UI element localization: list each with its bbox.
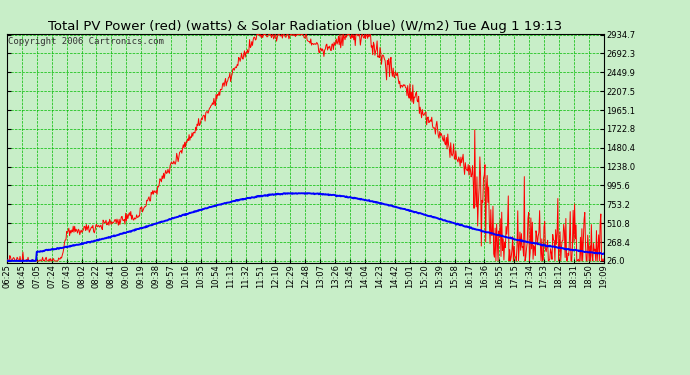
Title: Total PV Power (red) (watts) & Solar Radiation (blue) (W/m2) Tue Aug 1 19:13: Total PV Power (red) (watts) & Solar Rad… bbox=[48, 20, 562, 33]
Text: Copyright 2006 Cartronics.com: Copyright 2006 Cartronics.com bbox=[8, 37, 164, 46]
